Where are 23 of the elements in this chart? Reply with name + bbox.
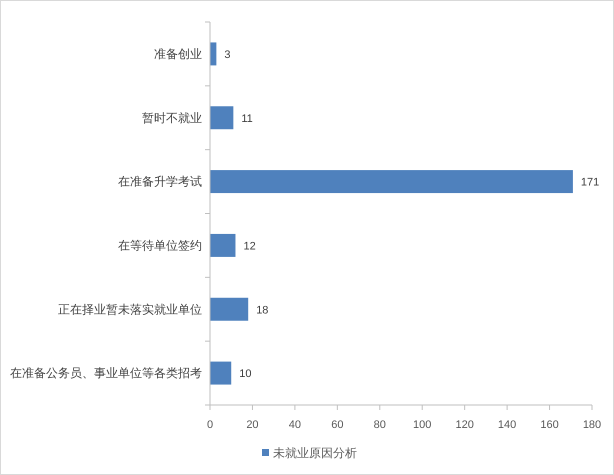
x-tick-label: 0: [206, 419, 214, 431]
data-label: 3: [224, 48, 230, 61]
y-tick-label: 暂时不就业: [142, 110, 202, 125]
data-label: 11: [241, 112, 253, 125]
data-label: 18: [256, 304, 268, 316]
x-tick-label: 40: [288, 419, 302, 431]
x-tick-label: 100: [413, 419, 432, 431]
x-tick-label: 20: [246, 419, 259, 431]
x-tick-label: 160: [540, 419, 559, 431]
x-tick-label: 140: [498, 419, 516, 431]
y-tick-label: 在等待单位签约: [118, 238, 202, 252]
legend-label: 未就业原因分析: [273, 446, 357, 460]
x-tick-label: 180: [582, 419, 602, 431]
y-tick-label: 在准备公务员、事业单位等各类招考: [10, 366, 202, 380]
y-tick-label: 在准备升学考试: [118, 174, 202, 189]
y-tick-label: 准备创业: [154, 46, 202, 61]
data-label: 12: [243, 240, 256, 252]
data-label: 10: [239, 368, 252, 380]
x-tick-label: 120: [455, 419, 474, 431]
x-tick-label: 80: [374, 419, 386, 431]
x-tick-label: 60: [331, 419, 344, 431]
data-label: 171: [580, 176, 600, 189]
y-tick-label: 正在择业暂未落实就业单位: [58, 302, 202, 316]
